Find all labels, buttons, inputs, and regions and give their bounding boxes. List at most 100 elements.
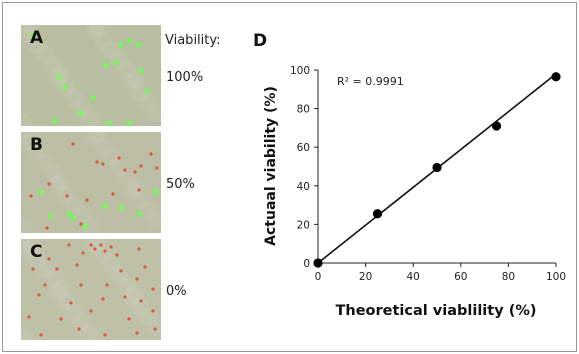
background-texture bbox=[65, 89, 83, 107]
dead-cell bbox=[75, 263, 79, 267]
background-texture bbox=[28, 143, 46, 161]
dead-cell bbox=[133, 170, 137, 174]
background-texture bbox=[94, 31, 112, 49]
dead-cell bbox=[55, 267, 59, 271]
background-texture bbox=[102, 41, 120, 59]
dead-cell bbox=[123, 168, 127, 172]
dead-cell bbox=[103, 333, 107, 337]
background-texture bbox=[123, 288, 141, 306]
background-texture bbox=[131, 84, 149, 102]
background-texture bbox=[21, 114, 33, 126]
background-texture bbox=[118, 168, 136, 186]
background-texture bbox=[131, 298, 149, 316]
dead-cell bbox=[139, 299, 143, 303]
x-tick-label: 40 bbox=[407, 271, 420, 283]
dead-cell bbox=[37, 293, 41, 297]
background-texture bbox=[57, 293, 75, 311]
background-texture bbox=[89, 132, 107, 143]
background-texture bbox=[52, 66, 70, 84]
background-texture bbox=[65, 196, 83, 214]
background-texture bbox=[21, 239, 30, 248]
background-texture bbox=[21, 240, 38, 258]
live-cell bbox=[63, 85, 67, 89]
live-cell bbox=[114, 61, 118, 65]
dead-cell bbox=[135, 277, 139, 281]
x-tick-label: 100 bbox=[546, 271, 566, 283]
data-point bbox=[551, 72, 561, 82]
background-texture bbox=[86, 25, 104, 39]
live-cell bbox=[137, 43, 141, 47]
background-texture bbox=[36, 46, 54, 64]
viability-chart: D R² = 0.9991 Theoretical viablility (%)… bbox=[253, 31, 566, 319]
background-texture bbox=[139, 201, 157, 219]
panel-label-a: A bbox=[30, 28, 44, 48]
background-texture bbox=[126, 71, 144, 89]
dead-cell bbox=[137, 247, 141, 251]
background-texture bbox=[118, 61, 136, 79]
background-texture bbox=[44, 56, 62, 74]
micrograph-background bbox=[21, 239, 161, 340]
dead-cell bbox=[119, 269, 123, 273]
viability-percent-b: 50% bbox=[166, 177, 195, 192]
background-texture bbox=[52, 280, 70, 298]
dead-cell bbox=[77, 327, 81, 331]
live-cell bbox=[119, 206, 123, 210]
chart-panel-label: D bbox=[253, 31, 267, 51]
background-texture bbox=[23, 239, 41, 255]
dead-cell bbox=[117, 156, 121, 160]
dead-cell bbox=[101, 297, 105, 301]
dead-cell bbox=[105, 283, 109, 287]
dead-cell bbox=[155, 166, 159, 170]
background-texture bbox=[36, 153, 54, 171]
dead-cell bbox=[89, 309, 93, 313]
dead-cell bbox=[143, 265, 147, 269]
y-tick-label: 20 bbox=[297, 219, 310, 231]
dead-cell bbox=[45, 226, 49, 230]
live-cell bbox=[154, 190, 158, 194]
dead-cell bbox=[151, 287, 155, 291]
background-texture bbox=[81, 216, 99, 233]
dead-cell bbox=[95, 160, 99, 164]
background-texture bbox=[102, 148, 120, 166]
background-texture bbox=[21, 25, 30, 34]
background-texture bbox=[147, 318, 161, 336]
live-cell bbox=[127, 39, 131, 43]
dead-cell bbox=[151, 309, 155, 313]
background-texture bbox=[21, 133, 38, 151]
micrograph-panel-b: B bbox=[21, 132, 161, 233]
y-tick-label: 0 bbox=[303, 258, 310, 270]
background-texture bbox=[94, 138, 112, 156]
micrograph-background bbox=[21, 132, 161, 233]
viability-percent-c: 0% bbox=[166, 284, 187, 299]
dead-cell bbox=[65, 194, 69, 198]
y-tick-label: 60 bbox=[297, 142, 310, 154]
y-tick-label: 80 bbox=[297, 104, 310, 116]
live-cell bbox=[91, 96, 95, 100]
dead-cell bbox=[27, 315, 31, 319]
background-texture bbox=[65, 303, 83, 321]
background-texture bbox=[28, 36, 46, 54]
dead-cell bbox=[115, 253, 119, 257]
data-point bbox=[313, 258, 323, 268]
dead-cell bbox=[47, 257, 51, 261]
dead-cell bbox=[93, 247, 97, 251]
micrograph-background bbox=[21, 25, 161, 126]
panel-label-b: B bbox=[30, 135, 43, 155]
background-texture bbox=[123, 74, 141, 92]
live-cell bbox=[127, 121, 131, 125]
dead-cell bbox=[137, 188, 141, 192]
dead-cell bbox=[123, 295, 127, 299]
live-cell bbox=[49, 214, 53, 218]
live-cell bbox=[137, 212, 141, 216]
background-texture bbox=[147, 211, 161, 229]
background-texture bbox=[36, 260, 54, 278]
background-texture bbox=[81, 323, 99, 340]
data-point bbox=[432, 162, 442, 173]
dead-cell bbox=[29, 194, 33, 198]
dead-cell bbox=[135, 331, 139, 335]
background-texture bbox=[21, 328, 33, 340]
dead-cell bbox=[47, 182, 51, 186]
live-cell bbox=[139, 69, 143, 73]
r-squared-annotation: R² = 0.9991 bbox=[337, 75, 404, 88]
dead-cell bbox=[99, 243, 103, 247]
